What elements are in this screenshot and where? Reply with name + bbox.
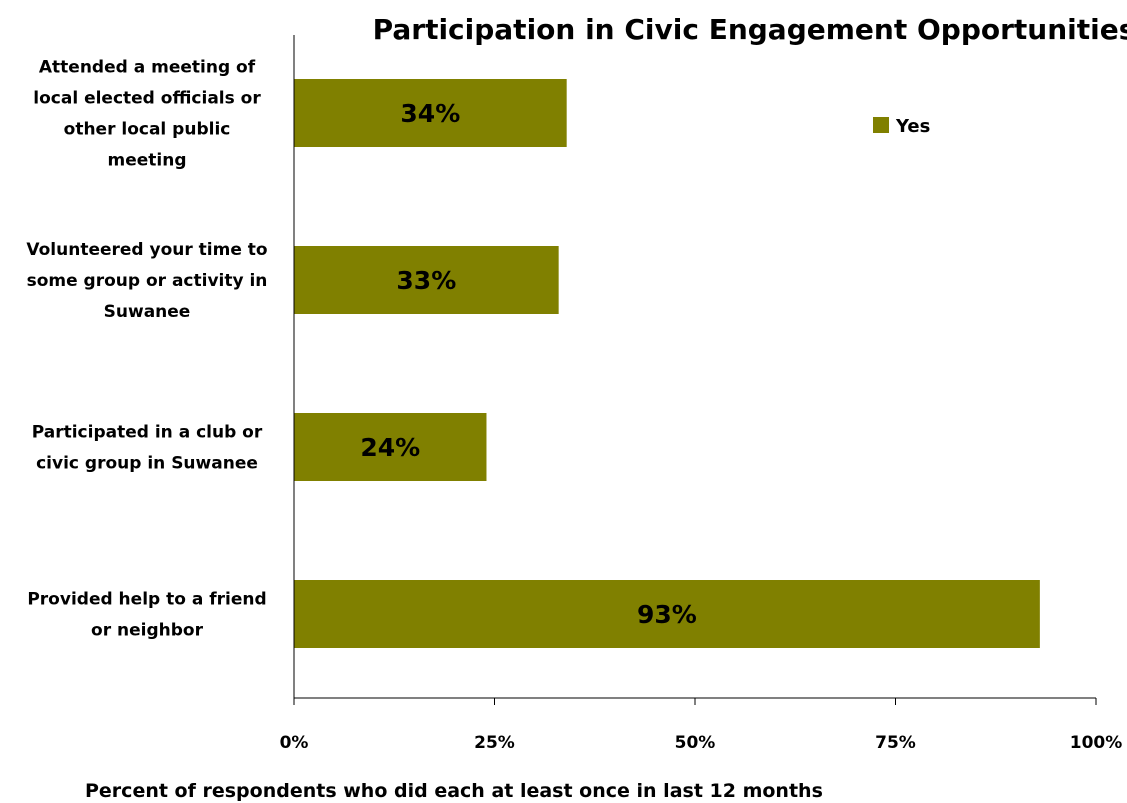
category-labels: Attended a meeting of local elected offic… bbox=[26, 58, 267, 641]
axes bbox=[293, 35, 1097, 705]
chart-title: Participation in Civic Engagement Opport… bbox=[373, 13, 1127, 46]
legend-label-yes: Yes bbox=[895, 116, 930, 137]
x-tick-label-3: 50% bbox=[675, 733, 716, 753]
category-label-2-line-1: Volunteered your time to bbox=[26, 240, 267, 260]
category-label-2-line-3: Suwanee bbox=[104, 302, 191, 322]
bar-value-label-4: 93% bbox=[637, 600, 697, 629]
x-tick-label-2: 25% bbox=[474, 733, 515, 753]
category-label-1-line-1: Attended a meeting of bbox=[39, 58, 256, 78]
x-tick-label-4: 75% bbox=[875, 733, 916, 753]
legend: Yes bbox=[873, 116, 930, 137]
bars-group bbox=[294, 79, 1040, 648]
category-label-1-line-2: local elected officials or bbox=[33, 89, 261, 109]
category-label-1-line-4: meeting bbox=[108, 151, 187, 171]
x-tick-label-1: 0% bbox=[280, 733, 309, 753]
x-tick-label-5: 100% bbox=[1070, 733, 1123, 753]
x-tick-labels: 0% 25% 50% 75% 100% bbox=[280, 733, 1123, 753]
legend-swatch-yes bbox=[873, 117, 889, 133]
bar-4 bbox=[294, 580, 1040, 648]
category-label-3-line-1: Participated in a club or bbox=[32, 423, 263, 443]
bar-value-label-2: 33% bbox=[396, 266, 456, 295]
bar-data-labels: 34% 33% 24% 93% bbox=[360, 99, 697, 629]
category-label-4-line-1: Provided help to a friend bbox=[27, 590, 266, 610]
category-label-1-line-3: other local public bbox=[64, 120, 231, 140]
bar-1 bbox=[294, 79, 567, 147]
bar-value-label-3: 24% bbox=[360, 433, 420, 462]
bar-value-label-1: 34% bbox=[400, 99, 460, 128]
category-label-2-line-2: some group or activity in bbox=[27, 271, 268, 291]
x-axis-label: Percent of respondents who did each at l… bbox=[85, 780, 823, 802]
bar-3 bbox=[294, 413, 487, 481]
category-label-3-line-2: civic group in Suwanee bbox=[36, 454, 258, 474]
bar-2 bbox=[294, 246, 559, 314]
category-label-4-line-2: or neighbor bbox=[91, 621, 204, 641]
